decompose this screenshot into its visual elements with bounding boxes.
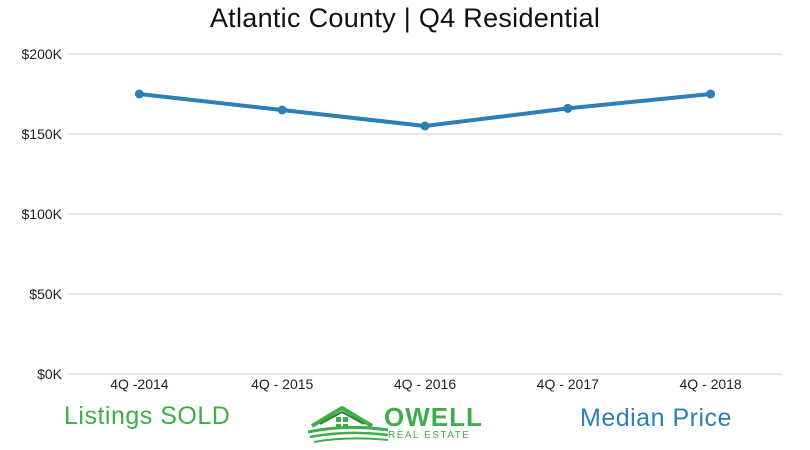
chart-title: Atlantic County | Q4 Residential — [209, 3, 601, 33]
y-tick-label: $150K — [22, 126, 63, 142]
brand-logo: OWELL REAL ESTATE — [307, 402, 490, 444]
x-tick-label: 4Q - 2018 — [679, 376, 741, 392]
y-tick-label: $100K — [22, 206, 63, 222]
x-tick-label: 4Q - 2017 — [537, 376, 599, 392]
x-tick-label: 4Q - 2016 — [394, 376, 456, 392]
y-tick-label: $0K — [37, 366, 63, 382]
median-price-label: Median Price — [580, 404, 732, 432]
data-point — [706, 89, 716, 99]
listings-sold-label: Listings SOLD — [64, 402, 231, 430]
x-axis-ticks: 4Q -2014 4Q - 2015 4Q - 2016 4Q - 2017 4Q - … — [110, 376, 742, 392]
y-tick-label: $50K — [29, 286, 62, 302]
x-tick-label: 4Q - 2015 — [251, 376, 313, 392]
data-point — [420, 121, 430, 131]
series-layer — [134, 89, 716, 131]
logo-wordmark: OWELL — [384, 402, 483, 432]
data-point — [563, 103, 573, 113]
house-logo-icon — [307, 406, 389, 443]
logo-subtitle: REAL ESTATE — [388, 430, 471, 441]
line-chart: $0K $50K $100K $150K $200K 4Q -2014 4Q - 2015… — [22, 46, 782, 392]
x-tick-label: 4Q -2014 — [110, 376, 169, 392]
grid-lines — [68, 53, 782, 375]
data-point — [277, 105, 287, 115]
y-axis-ticks: $0K $50K $100K $150K $200K — [22, 46, 63, 382]
data-point — [134, 89, 144, 99]
y-tick-label: $200K — [22, 46, 63, 62]
series-line — [139, 92, 711, 128]
